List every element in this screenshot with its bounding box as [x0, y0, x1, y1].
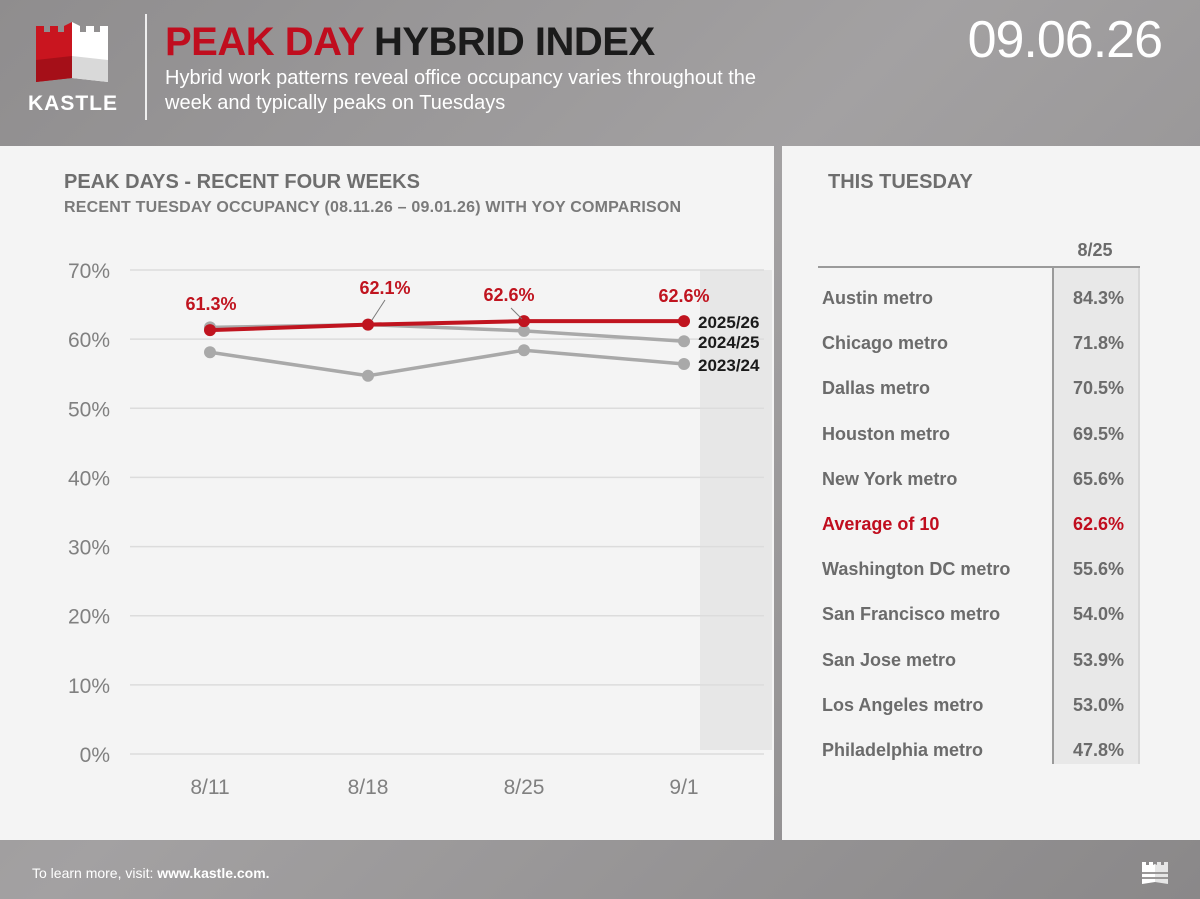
metro-value: 65.6%: [1072, 468, 1124, 489]
y-tick-label: 30%: [68, 537, 110, 560]
table-row: Dallas metro 70.5%: [822, 378, 1124, 408]
x-tick-label: 8/11: [190, 776, 229, 799]
metro-value: 70.5%: [1072, 378, 1124, 399]
chart-subtitle: RECENT TUESDAY OCCUPANCY (08.11.26 – 09.…: [64, 199, 682, 216]
table-row: San Jose metro 53.9%: [822, 650, 1124, 680]
table-row: Chicago metro 71.8%: [822, 333, 1124, 363]
data-point: [518, 324, 530, 337]
data-label: 62.1%: [359, 278, 410, 298]
x-tick-label: 8/25: [504, 776, 545, 799]
y-tick-label: 0%: [80, 744, 110, 767]
metro-name: Washington DC metro: [822, 559, 1011, 580]
metro-name: San Jose metro: [822, 649, 957, 670]
metro-value: 62.6%: [1072, 514, 1124, 534]
metro-name: Los Angeles metro: [822, 694, 984, 715]
metro-name: Philadelphia metro: [822, 740, 984, 760]
table-row: Austin metro 84.3%: [822, 288, 1124, 318]
metro-value: 69.5%: [1072, 423, 1124, 444]
metro-value: 55.6%: [1072, 559, 1124, 580]
metro-name: San Francisco metro: [822, 604, 1001, 625]
footer-label: To learn more, visit:: [32, 865, 154, 881]
kastle-small-logo-icon: [1142, 862, 1168, 884]
table-row: Philadelphia metro 47.8%: [822, 740, 1124, 770]
table-column-header: 8/25: [1077, 240, 1113, 260]
y-tick-label: 40%: [68, 467, 110, 490]
legend-shade: [700, 270, 772, 750]
data-point: [678, 315, 690, 328]
data-point: [678, 335, 690, 348]
metro-name: Houston metro: [822, 423, 950, 444]
header: KASTLE PEAK DAY HYBRID INDEX Hybrid work…: [0, 0, 1200, 134]
metro-name: New York metro: [822, 468, 958, 489]
table-row: Average of 10 62.6%: [822, 514, 1124, 544]
series-line-2025-26: [209, 319, 684, 333]
series-label: 2024/25: [698, 333, 759, 352]
report-date: 09.06.26: [967, 11, 1163, 69]
y-tick-label: 70%: [68, 260, 110, 283]
chart-panel: [0, 146, 774, 840]
data-point: [362, 318, 374, 331]
metro-name: Chicago metro: [822, 333, 949, 354]
footer-text: To learn more, visit: www.kastle.com.: [32, 865, 270, 881]
data-point: [204, 324, 216, 337]
table-row: Washington DC metro 55.6%: [822, 559, 1124, 589]
y-tick-label: 10%: [68, 675, 110, 698]
table-row: New York metro 65.6%: [822, 469, 1124, 499]
table-row: Houston metro 69.5%: [822, 424, 1124, 454]
data-point: [204, 346, 216, 359]
data-label: 61.3%: [185, 294, 236, 314]
metro-name: Dallas metro: [822, 378, 931, 399]
data-point: [518, 344, 530, 357]
metro-name: Austin metro: [822, 288, 934, 308]
metro-name: Average of 10: [822, 514, 940, 534]
series-label: 2025/26: [698, 313, 759, 332]
value-column-edge: [1138, 268, 1140, 764]
metro-value: 54.0%: [1072, 604, 1124, 625]
kastle-castle-logo-icon: [36, 22, 108, 82]
y-tick-label: 20%: [68, 606, 110, 629]
leader-line: [510, 307, 523, 320]
x-tick-label: 9/1: [669, 776, 698, 799]
y-tick-label: 60%: [68, 329, 110, 352]
y-tick-label: 50%: [68, 398, 110, 421]
metro-value: 84.3%: [1072, 288, 1124, 308]
series-label: 2023/24: [698, 356, 760, 375]
table-row: Los Angeles metro 53.0%: [822, 695, 1124, 725]
data-point: [362, 369, 374, 382]
table-row: San Francisco metro 54.0%: [822, 604, 1124, 634]
footer-link[interactable]: www.kastle.com.: [157, 865, 270, 881]
data-label: 62.6%: [483, 285, 534, 305]
footer: To learn more, visit: www.kastle.com.: [0, 846, 1200, 899]
data-label: 62.6%: [658, 286, 709, 306]
title-red: PEAK DAY: [165, 20, 364, 64]
page-subtitle: Hybrid work patterns reveal office occup…: [165, 67, 757, 114]
chart-title: PEAK DAYS - RECENT FOUR WEEKS: [64, 171, 420, 193]
header-divider: [145, 14, 147, 120]
leader-line: [371, 299, 386, 321]
metro-value: 53.9%: [1072, 649, 1124, 670]
metro-value: 53.0%: [1072, 694, 1124, 715]
table-title: THIS TUESDAY: [828, 171, 973, 193]
title-dark: HYBRID INDEX: [373, 20, 655, 64]
value-column-bg: [1052, 268, 1140, 764]
series-line-2023-24: [209, 348, 685, 378]
logo-text: KASTLE: [28, 92, 118, 115]
data-point: [678, 358, 690, 371]
x-tick-label: 8/18: [348, 776, 389, 799]
metro-value: 71.8%: [1072, 333, 1124, 354]
metro-value: 47.8%: [1072, 740, 1124, 760]
table-header-rule: [818, 266, 1140, 268]
page-title: PEAK DAY HYBRID INDEX: [165, 18, 655, 66]
